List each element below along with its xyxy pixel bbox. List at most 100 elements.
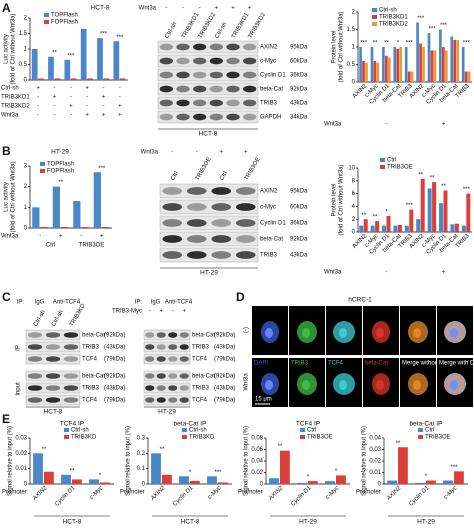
y-tick-label: 1 [24, 205, 28, 211]
x-tick-label: AXIN2 [385, 485, 403, 503]
blot-strip [159, 199, 259, 215]
blot-band [27, 397, 43, 403]
if-nucleus [376, 380, 384, 390]
band-size: (92kDa) [214, 374, 235, 380]
blot-band [27, 385, 43, 391]
blot-row-label: TRIB3-Myc [112, 309, 142, 315]
y-tick-label: 0 [24, 226, 28, 232]
legend-label: Ctrl-sh [379, 8, 397, 14]
blot-band [145, 332, 155, 338]
y-tick-label: 10 [348, 166, 355, 172]
x-tick-label: Cyclin D1 [172, 485, 194, 507]
x-axis-label: Promoter [2, 490, 27, 496]
y-tick-label: 0.01 [15, 466, 27, 472]
x-tick-label: c-Myc [443, 485, 459, 501]
blot-band [243, 113, 257, 121]
if-channel-label: DAPI [254, 361, 268, 367]
significance: *** [360, 41, 368, 47]
y-tick-label: 0.06 [251, 447, 263, 453]
y-tick-label: 2 [352, 10, 356, 16]
bar [32, 207, 40, 228]
bar [40, 226, 48, 228]
row-sign: + [59, 234, 63, 240]
lane-label: TRIB3OE [195, 157, 213, 182]
blot-band [193, 113, 207, 121]
bar [100, 482, 110, 484]
band-name: TCF4 [192, 398, 208, 404]
band-name: TCF4 [192, 357, 208, 363]
significance: *** [417, 16, 425, 22]
blot-band [45, 344, 61, 350]
y-tick-label: 0.08 [251, 436, 263, 442]
band-size: (43kDa) [214, 386, 235, 392]
blot-strip [143, 329, 191, 341]
band-name: Cyclin D1 [260, 73, 286, 79]
band-size: (43kDa) [214, 345, 235, 351]
if-nucleus [265, 380, 273, 390]
blot-row-sign: - [171, 150, 173, 156]
blot-band [226, 57, 240, 65]
bar [31, 49, 38, 80]
bar [382, 47, 385, 82]
blot-band [145, 356, 155, 362]
band-size: 36kDa [290, 73, 308, 79]
panel-letter: C [2, 290, 11, 304]
band-size: (92kDa) [214, 333, 235, 339]
blot-strip [143, 394, 191, 406]
blot-strip [143, 382, 191, 394]
blot-band [168, 332, 178, 338]
band-size: 92kDa [290, 87, 308, 93]
legend-swatch [64, 428, 69, 432]
bar [52, 186, 60, 228]
blot-band [209, 99, 223, 107]
bar [387, 480, 397, 484]
bar [454, 223, 459, 232]
legend-label: Ctrl-sh [71, 428, 89, 434]
blot-band [145, 397, 155, 403]
row-sign: - [70, 113, 72, 119]
bar [461, 47, 465, 82]
bar [404, 47, 408, 82]
legend-swatch [40, 162, 45, 166]
blot-band [27, 344, 43, 350]
lane-label: Ctrl-sh [51, 309, 65, 327]
band-size: 43kDa [290, 253, 308, 259]
band-size: (79kDa) [214, 357, 235, 363]
bar [308, 481, 318, 484]
blot-band [209, 85, 223, 93]
bar [280, 450, 290, 484]
significance: *** [406, 41, 414, 47]
bar [410, 71, 414, 82]
lane-label: TRIB3KD2 [248, 11, 268, 39]
band-size: (79kDa) [104, 398, 125, 404]
blot-band [193, 99, 207, 107]
row-sign: - [103, 86, 105, 92]
row-sign: - [80, 234, 82, 240]
blot-row-sign: IgG [35, 300, 45, 306]
bar [466, 193, 471, 232]
blot-band [243, 71, 257, 79]
blot-band [179, 385, 189, 391]
y-tick-label: 6 [352, 191, 356, 197]
bar [336, 475, 346, 484]
y-axis-label: Protein level [332, 30, 338, 63]
significance: *** [100, 32, 108, 38]
blot-row-label: IP: [17, 300, 25, 306]
legend-swatch [182, 428, 187, 432]
row-sign: + [118, 104, 122, 110]
significance: *** [429, 27, 437, 33]
legend-label: FOPFlash [47, 169, 74, 175]
blot-band [45, 356, 61, 362]
blot-strip [25, 341, 81, 353]
band-name: beta-Cat [192, 333, 215, 339]
blot-band [226, 113, 240, 121]
legend-swatch [418, 428, 423, 432]
bar [101, 226, 109, 228]
bar [404, 225, 409, 232]
blot-band [176, 43, 190, 51]
y-tick-label: 2 [352, 217, 356, 223]
if-channel-label: TRIB3 [291, 361, 309, 367]
blot-row-sign: + [182, 309, 186, 315]
significance: * [385, 210, 388, 216]
significance: ** [58, 180, 63, 186]
